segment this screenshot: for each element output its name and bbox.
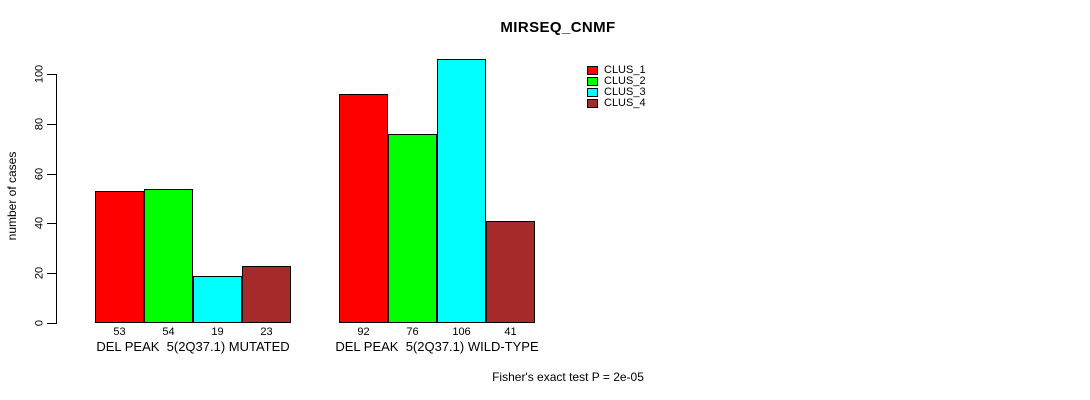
legend-row: CLUS_1 — [587, 65, 646, 76]
legend: CLUS_1 CLUS_2 CLUS_3 CLUS_4 — [587, 65, 646, 109]
bar — [95, 191, 144, 323]
y-axis-tick-label: 100 — [33, 64, 46, 84]
y-axis-tick-label: 60 — [33, 167, 46, 181]
legend-label: CLUS_3 — [604, 86, 646, 98]
bar-value-label: 53 — [113, 326, 126, 338]
chart-title: MIRSEQ_CNMF — [500, 19, 616, 36]
y-axis-tick-label: 20 — [33, 266, 46, 280]
bar-value-label: 76 — [406, 326, 419, 338]
legend-label: CLUS_2 — [604, 75, 646, 87]
legend-swatch — [587, 66, 598, 75]
bar-value-label: 106 — [452, 326, 471, 338]
bar-value-label: 23 — [260, 326, 273, 338]
y-axis-tick — [47, 124, 56, 125]
y-axis-tick-label: 40 — [33, 216, 46, 230]
bar — [193, 276, 242, 323]
y-axis-label: number of cases — [5, 151, 19, 241]
bar — [339, 94, 388, 323]
legend-row: CLUS_4 — [587, 98, 646, 109]
footnote: Fisher's exact test P = 2e-05 — [492, 370, 644, 384]
legend-swatch — [587, 99, 598, 108]
bar — [144, 189, 193, 323]
category-label: DEL PEAK 5(2Q37.1) MUTATED — [96, 339, 290, 354]
y-axis-tick — [47, 273, 56, 274]
y-axis-tick — [47, 323, 56, 324]
bar-value-label: 41 — [504, 326, 517, 338]
bar-value-label: 92 — [357, 326, 370, 338]
legend-row: CLUS_3 — [587, 87, 646, 98]
legend-label: CLUS_1 — [604, 64, 646, 76]
y-axis-tick-label: 80 — [33, 117, 46, 131]
bar-value-label: 54 — [162, 326, 175, 338]
bar — [388, 134, 437, 323]
legend-label: CLUS_4 — [604, 97, 646, 109]
bar — [437, 59, 486, 323]
y-axis-tick-label: 0 — [33, 319, 46, 327]
legend-swatch — [587, 88, 598, 97]
legend-row: CLUS_2 — [587, 76, 646, 87]
legend-swatch — [587, 77, 598, 86]
y-axis-line — [56, 74, 57, 324]
bar-value-label: 19 — [211, 326, 224, 338]
category-label: DEL PEAK 5(2Q37.1) WILD-TYPE — [335, 339, 539, 354]
y-axis-tick — [47, 174, 56, 175]
y-axis-tick — [47, 74, 56, 75]
bar — [486, 221, 535, 323]
y-axis-tick — [47, 223, 56, 224]
bar — [242, 266, 291, 323]
